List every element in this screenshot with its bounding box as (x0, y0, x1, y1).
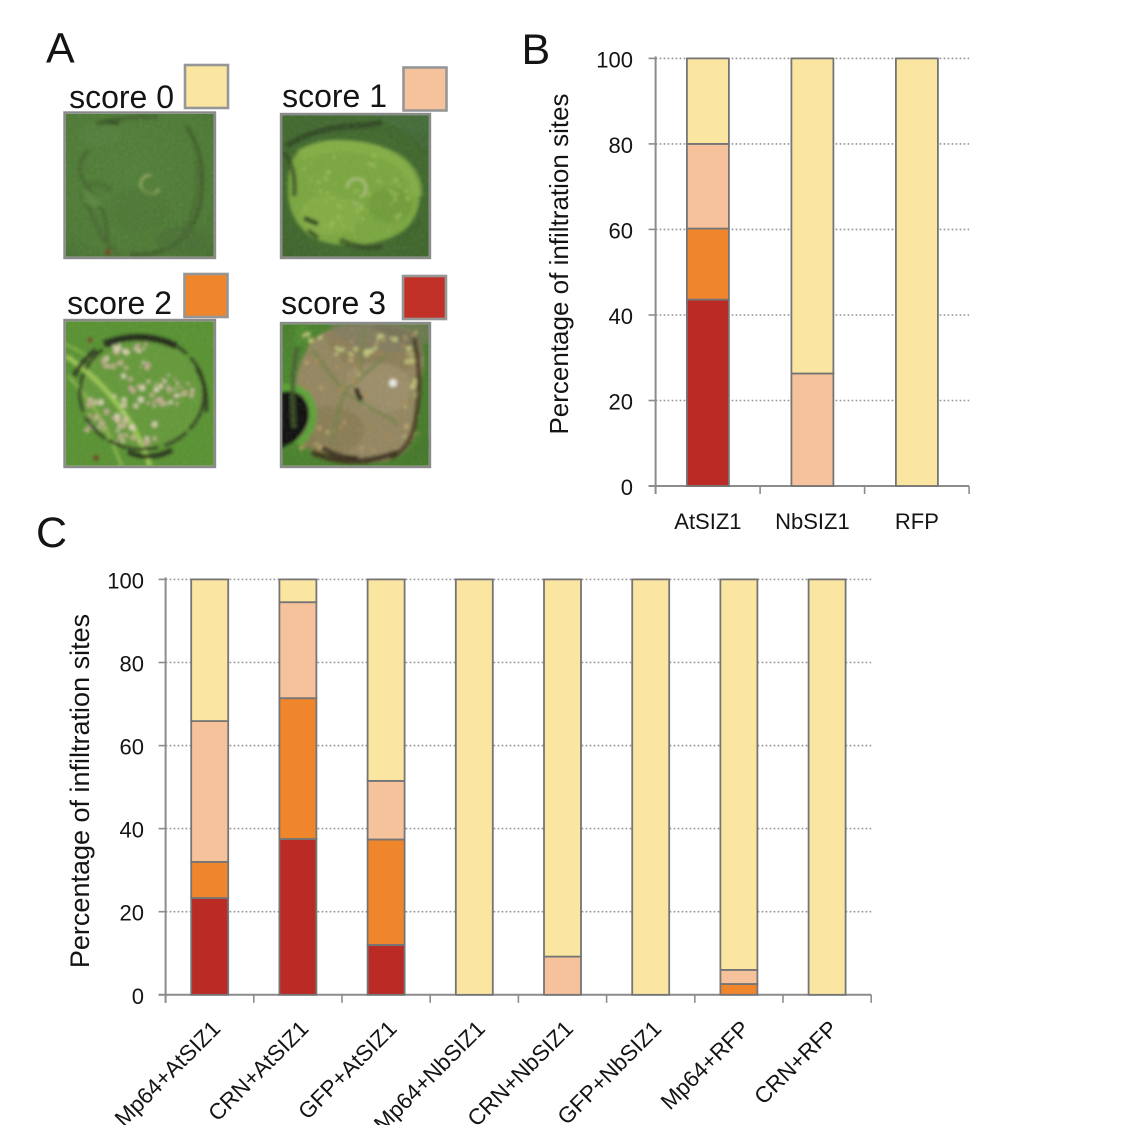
svg-text:40: 40 (609, 304, 633, 329)
svg-text:C: C (36, 509, 67, 557)
svg-text:80: 80 (609, 133, 633, 158)
svg-text:100: 100 (596, 47, 633, 72)
svg-text:60: 60 (120, 735, 144, 760)
svg-text:B: B (522, 26, 551, 74)
svg-text:80: 80 (120, 652, 144, 677)
svg-text:score 2: score 2 (67, 285, 172, 321)
svg-text:NbSIZ1: NbSIZ1 (775, 509, 850, 534)
svg-text:score 3: score 3 (281, 285, 386, 321)
svg-text:20: 20 (120, 901, 144, 926)
svg-text:Percentage of infiltration sit: Percentage of infiltration sites (65, 614, 95, 968)
svg-text:0: 0 (621, 475, 633, 500)
svg-text:score 0: score 0 (69, 79, 174, 115)
svg-text:score 1: score 1 (282, 78, 387, 114)
svg-text:60: 60 (609, 218, 633, 243)
svg-text:AtSIZ1: AtSIZ1 (674, 509, 741, 534)
svg-text:RFP: RFP (895, 509, 939, 534)
svg-text:0: 0 (132, 984, 144, 1009)
svg-text:100: 100 (107, 568, 144, 593)
svg-text:20: 20 (609, 390, 633, 415)
svg-text:A: A (46, 25, 75, 73)
svg-text:40: 40 (120, 818, 144, 843)
svg-text:Percentage of infiltration sit: Percentage of infiltration sites (544, 93, 574, 434)
